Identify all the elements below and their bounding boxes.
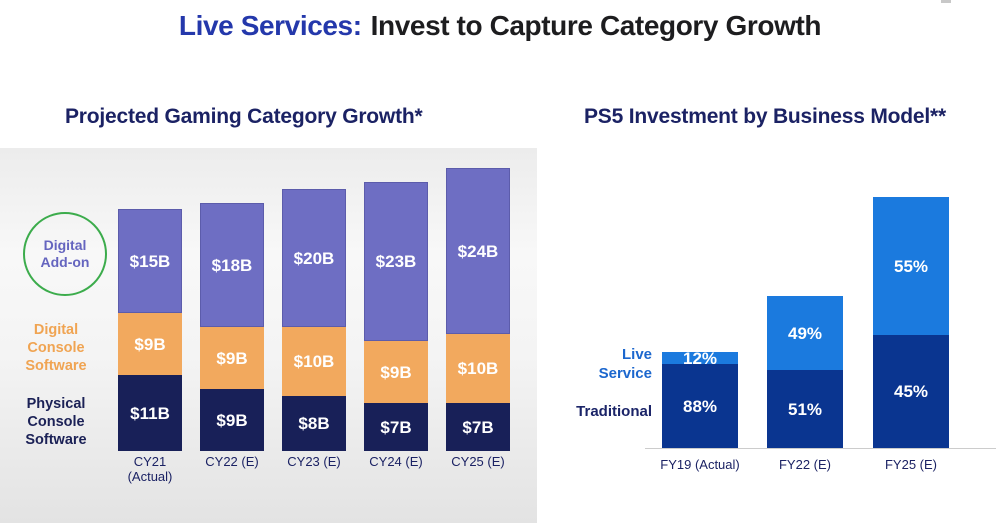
legend-physical-console-software: Physical Console Software: [25, 396, 87, 448]
legend-digital-console-software: Digital Console Software: [25, 322, 87, 374]
digital-add-on-segment: $15B: [118, 209, 182, 313]
legend-digital-addon: Digital Add-on: [40, 237, 90, 270]
stacked-bar: 55% 45%: [873, 197, 949, 448]
bar-value-label: $7B: [380, 417, 412, 437]
title-highlight: Live Services:: [178, 10, 362, 41]
physical-console-software-segment: $11B: [118, 375, 182, 451]
x-axis-label: CY24 (E): [369, 454, 423, 469]
x-axis-label: CY23 (E): [287, 454, 341, 469]
bar-value-label: 12%: [682, 348, 718, 368]
x-axis-label: FY25 (E): [884, 457, 938, 472]
traditional-segment: 88%: [662, 364, 738, 448]
digital-console-software-segment: $10B: [282, 327, 346, 396]
cropped-artifact: [941, 0, 951, 3]
stacked-bar: 12% 88%: [662, 348, 738, 448]
digital-addon-circle: Digital Add-on: [23, 212, 107, 296]
bar-value-label: $15B: [129, 251, 171, 271]
left-chart-x-axis: CY21 (Actual) CY22 (E) CY23 (E) CY24 (E) CY2…: [118, 454, 510, 484]
digital-console-software-segment: $10B: [446, 334, 510, 403]
page-title: Live Services: Invest to Capture Category…: [0, 10, 1000, 42]
x-axis-label: FY22 (E): [778, 457, 832, 472]
bar-value-label: $9B: [216, 410, 248, 430]
live-service-segment: 49%: [767, 296, 843, 370]
live-service-segment: 55%: [873, 197, 949, 335]
legend-traditional: Traditional: [576, 403, 652, 420]
digital-add-on-segment: $20B: [282, 189, 346, 327]
stacked-bar: 49% 51%: [767, 296, 843, 448]
bar-value-label: 49%: [787, 323, 823, 343]
digital-add-on-segment: $23B: [364, 182, 428, 341]
stacked-bar: $23B $9B $7B: [364, 182, 428, 451]
bar-value-label: $9B: [216, 348, 248, 368]
bar-value-label: $10B: [457, 359, 499, 378]
bar-value-label: $20B: [293, 248, 335, 268]
bar-value-label: 51%: [787, 399, 823, 419]
left-chart-panel: Digital Add-on Digital Console Software …: [0, 148, 537, 523]
traditional-segment: 45%: [873, 335, 949, 448]
right-chart-title: PS5 Investment by Business Model**: [584, 105, 946, 128]
bar-value-label: $8B: [298, 414, 330, 433]
x-axis-label: CY22 (E): [205, 454, 259, 469]
bar-value-label: 55%: [893, 256, 929, 276]
x-axis-label-cell: CY21 (Actual): [118, 454, 182, 484]
x-axis-label-cell: CY22 (E): [200, 454, 264, 484]
stacked-bar: $20B $10B $8B: [282, 189, 346, 451]
x-axis-label: CY21 (Actual): [127, 454, 173, 484]
right-chart-axis-line: [645, 448, 996, 449]
stacked-bar: $15B $9B $11B: [118, 209, 182, 451]
physical-console-software-segment: $8B: [282, 396, 346, 451]
bar-value-label: $9B: [380, 362, 412, 382]
bar-value-label: $23B: [375, 252, 417, 271]
bar-value-label: $9B: [134, 334, 166, 354]
stacked-bar: $18B $9B $9B: [200, 203, 264, 451]
bar-value-label: 88%: [682, 396, 718, 416]
bar-value-label: $24B: [457, 241, 499, 261]
bar-value-label: $7B: [462, 417, 494, 437]
bar-value-label: $11B: [130, 403, 170, 423]
physical-console-software-segment: $9B: [200, 389, 264, 451]
bar-value-label: $18B: [211, 255, 253, 275]
digital-console-software-segment: $9B: [118, 313, 182, 375]
bar-value-label: 45%: [893, 382, 929, 401]
x-axis-label: CY25 (E): [451, 454, 505, 469]
digital-add-on-segment: $18B: [200, 203, 264, 327]
x-axis-label-cell: CY25 (E): [446, 454, 510, 484]
bar-value-label: $10B: [293, 352, 335, 371]
left-chart-bars: $15B $9B $11B $18B $9B $9B $20B $10B $8B $23B $9B $…: [118, 168, 510, 451]
traditional-segment: 51%: [767, 370, 843, 448]
left-chart-title: Projected Gaming Category Growth*: [65, 105, 423, 128]
x-axis-label-cell: CY23 (E): [282, 454, 346, 484]
physical-console-software-segment: $7B: [364, 403, 428, 451]
x-axis-label-cell: CY24 (E): [364, 454, 428, 484]
legend-live-service: Live Service: [598, 346, 652, 382]
digital-add-on-segment: $24B: [446, 168, 510, 334]
live-service-segment: 12%: [662, 348, 738, 368]
digital-console-software-segment: $9B: [200, 327, 264, 389]
x-axis-label: FY19 (Actual): [660, 457, 740, 472]
physical-console-software-segment: $7B: [446, 403, 510, 451]
stacked-bar: $24B $10B $7B: [446, 168, 510, 451]
digital-console-software-segment: $9B: [364, 341, 428, 403]
title-rest: Invest to Capture Category Growth: [370, 10, 822, 41]
